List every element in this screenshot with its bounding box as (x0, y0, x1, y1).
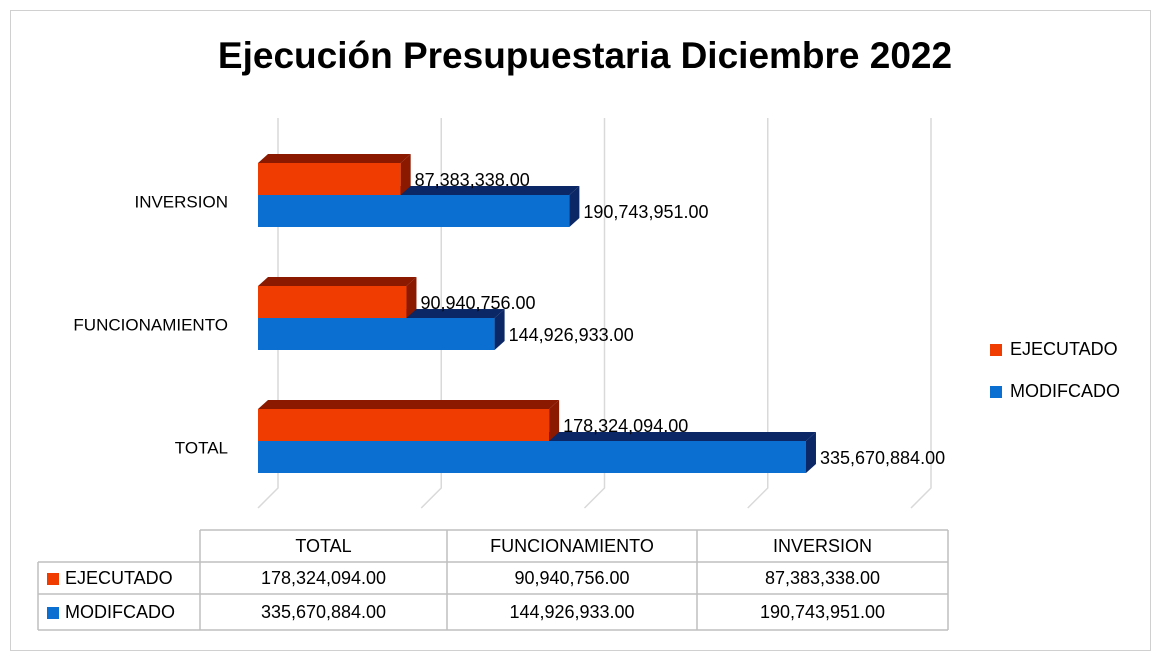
legend-label: EJECUTADO (1010, 339, 1118, 359)
bar (258, 154, 411, 195)
bar (258, 277, 417, 318)
bar-front (258, 195, 570, 227)
bar-top (258, 277, 417, 286)
table-header: INVERSION (773, 536, 872, 556)
legend-label: MODIFCADO (1010, 381, 1120, 401)
table-cell: 178,324,094.00 (261, 568, 386, 588)
grid-line (420, 118, 442, 509)
bar-top (258, 154, 411, 163)
bar-front (258, 409, 550, 441)
table-legend-swatch (47, 607, 59, 619)
bar (258, 400, 560, 441)
bar-front (258, 286, 407, 318)
bar-side (549, 400, 560, 441)
bar-side (569, 186, 580, 227)
legend-swatch (990, 344, 1002, 356)
data-label: 335,670,884.00 (820, 448, 945, 468)
table-cell: 90,940,756.00 (514, 568, 629, 588)
y-tick-label: TOTAL (175, 438, 228, 457)
grid-line (257, 118, 279, 509)
grid-line (583, 118, 606, 509)
bar-front (258, 441, 806, 473)
bar-side (494, 309, 505, 350)
table-cell: 190,743,951.00 (760, 602, 885, 622)
table-row-label: MODIFCADO (65, 602, 175, 622)
bar-front (258, 163, 401, 195)
chart-title: Ejecución Presupuestaria Diciembre 2022 (218, 35, 952, 76)
y-tick-label: FUNCIONAMIENTO (73, 315, 228, 334)
y-tick-label: INVERSION (134, 192, 228, 211)
data-label: 178,324,094.00 (563, 416, 688, 436)
data-label: 190,743,951.00 (583, 202, 708, 222)
table-header: FUNCIONAMIENTO (490, 536, 654, 556)
data-label: 144,926,933.00 (509, 325, 634, 345)
table-header: TOTAL (295, 536, 351, 556)
table-cell: 144,926,933.00 (509, 602, 634, 622)
data-label: 87,383,338.00 (415, 170, 530, 190)
table-row-label: EJECUTADO (65, 568, 173, 588)
legend-swatch (990, 386, 1002, 398)
table-cell: 335,670,884.00 (261, 602, 386, 622)
table-legend-swatch (47, 573, 59, 585)
bar-front (258, 318, 495, 350)
grid-line (910, 118, 932, 509)
table-cell: 87,383,338.00 (765, 568, 880, 588)
data-label: 90,940,756.00 (420, 293, 535, 313)
bar-side (406, 277, 417, 318)
bar-side (805, 432, 816, 473)
bar-top (258, 400, 560, 409)
bar-side (400, 154, 411, 195)
grid-line (747, 118, 769, 509)
